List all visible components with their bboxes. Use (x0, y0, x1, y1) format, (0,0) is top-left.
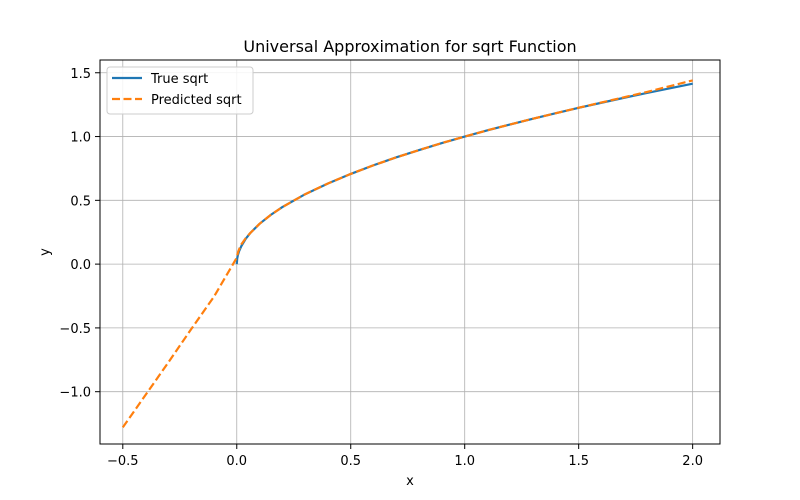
y-tick-label: 1.5 (70, 67, 91, 82)
x-tick-label: 1.5 (568, 454, 589, 469)
x-tick-label: 0.5 (340, 454, 361, 469)
x-tick-label: 1.0 (454, 454, 475, 469)
legend: True sqrt Predicted sqrt (106, 66, 254, 115)
plot-frame (99, 59, 721, 445)
x-tick-label: −0.5 (107, 454, 139, 469)
legend-box (106, 66, 254, 115)
x-tick-label: 0.0 (226, 454, 247, 469)
chart-title: Universal Approximation for sqrt Functio… (243, 37, 576, 56)
ticks: −0.5 0.0 0.5 1.0 1.5 2.0 −1.0 −0.5 0.0 0.5 1.0 1.5 (59, 67, 703, 469)
y-tick-label: −1.0 (59, 386, 91, 401)
plot-lines (121, 79, 693, 429)
y-tick-label: 0.0 (70, 258, 91, 273)
y-axis-label: y (38, 248, 53, 256)
y-tick-label: −0.5 (59, 322, 91, 337)
grid (100, 60, 720, 444)
y-tick-label: 1.0 (70, 131, 91, 146)
legend-label-predicted-sqrt: Predicted sqrt (151, 93, 242, 108)
legend-label-true-sqrt: True sqrt (150, 72, 208, 87)
y-tick-label: 0.5 (70, 194, 91, 209)
x-tick-label: 2.0 (682, 454, 703, 469)
x-axis-label: x (406, 474, 414, 489)
series-line-predicted-sqrt (121, 79, 693, 429)
